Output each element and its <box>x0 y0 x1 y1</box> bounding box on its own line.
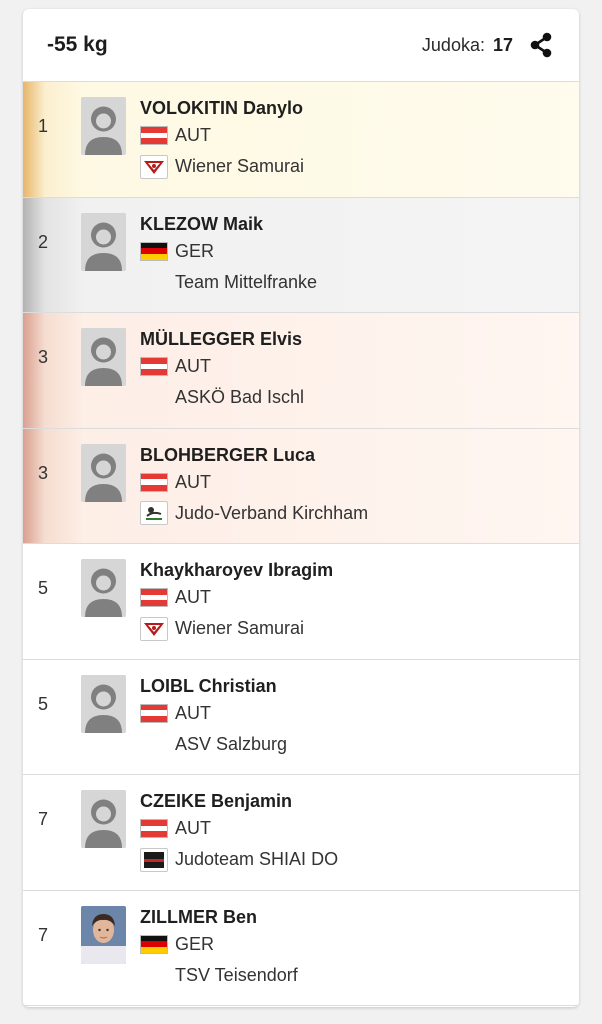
athlete-info: Khaykharoyev Ibragim AUT Wiener Samurai <box>140 558 333 644</box>
athlete-name[interactable]: LOIBL Christian <box>140 675 277 696</box>
athlete-info: MÜLLEGGER Elvis AUT ASKÖ Bad Ischl <box>140 327 304 413</box>
country-line: GER <box>140 929 298 960</box>
country-code: AUT <box>175 471 211 492</box>
athlete-avatar <box>81 790 126 848</box>
club-line: TSV Teisendorf <box>140 960 298 991</box>
rank: 1 <box>38 116 49 136</box>
athlete-avatar <box>81 559 126 617</box>
country-code: AUT <box>175 818 211 838</box>
club-name: ASKÖ Bad Ischl <box>175 387 305 407</box>
results-list: 1 VOLOKITIN Danylo AUT Wiener Samurai 2 KLEZO… <box>23 82 579 1006</box>
country-flag-icon <box>140 934 168 954</box>
country-line: AUT <box>140 698 287 729</box>
athlete-name[interactable]: MÜLLEGGER Elvis <box>140 329 303 349</box>
athlete-info: ZILLMER Ben GER TSV Teisendorf <box>140 905 298 991</box>
athlete-info: CZEIKE Benjamin AUT Judoteam SHIAI DO <box>140 789 338 875</box>
athlete-info: LOIBL Christian AUT ASV Salzburg <box>140 674 287 760</box>
result-row[interactable]: 5 LOIBL Christian AUT ASV Salzburg <box>23 659 579 775</box>
country-flag-icon <box>140 703 168 723</box>
country-code: AUT <box>175 356 211 376</box>
country-flag-icon <box>140 126 168 145</box>
athlete-avatar <box>81 443 126 502</box>
country-code: AUT <box>175 125 211 145</box>
rank: 5 <box>38 578 49 598</box>
weight-category-title: -55 kg <box>47 33 108 56</box>
rank: 5 <box>38 693 49 714</box>
result-row[interactable]: 7 CZEIKE Benjamin AUT Judoteam SHIAI DO <box>23 775 579 891</box>
result-row[interactable]: 2 KLEZOW Maik GER Team Mittelfranke <box>23 197 579 313</box>
country-flag-icon <box>140 819 168 838</box>
country-line: AUT <box>140 351 304 382</box>
judoka-count-value: 17 <box>492 34 513 55</box>
athlete-name[interactable]: ZILLMER Ben <box>140 906 257 927</box>
country-line: GER <box>140 236 317 267</box>
club-name: ASV Salzburg <box>175 733 288 754</box>
card-header: -55 kg Judoka: 17 <box>23 9 579 82</box>
athlete-name[interactable]: VOLOKITIN Danylo <box>140 98 304 118</box>
athlete-avatar <box>81 97 126 155</box>
athlete-avatar <box>81 674 126 733</box>
athlete-info: VOLOKITIN Danylo AUT Wiener Samurai <box>140 96 304 182</box>
athlete-avatar <box>81 212 126 271</box>
club-logo-icon <box>140 847 168 872</box>
club-line: Judoteam SHIAI DO <box>140 844 338 875</box>
club-name: Wiener Samurai <box>175 156 305 176</box>
country-flag-icon <box>140 241 168 261</box>
athlete-avatar <box>81 328 126 386</box>
country-flag-icon <box>140 472 168 492</box>
club-line: Wiener Samurai <box>140 613 333 644</box>
athlete-name[interactable]: BLOHBERGER Luca <box>140 444 316 465</box>
country-flag-icon <box>140 357 168 376</box>
result-row[interactable]: 3 MÜLLEGGER Elvis AUT ASKÖ Bad Ischl <box>23 313 579 429</box>
club-name: Team Mittelfranke <box>175 271 318 292</box>
country-code: AUT <box>175 702 211 723</box>
athlete-name[interactable]: Khaykharoyev Ibragim <box>140 560 334 580</box>
result-row[interactable]: 1 VOLOKITIN Danylo AUT Wiener Samurai <box>23 82 579 198</box>
judoka-count: Judoka: 17 <box>422 31 555 59</box>
club-line: ASV Salzburg <box>140 729 287 760</box>
country-line: AUT <box>140 813 338 844</box>
club-name: Judo-Verband Kirchham <box>175 502 369 523</box>
result-row[interactable]: 7 ZILLMER Ben GER TSV Teisendorf <box>23 890 579 1006</box>
club-name: TSV Teisendorf <box>175 964 298 985</box>
club-name: Wiener Samurai <box>175 618 305 638</box>
athlete-info: BLOHBERGER Luca AUT Judo-Verband Kirchham <box>140 443 368 529</box>
country-line: AUT <box>140 120 304 151</box>
rank: 3 <box>38 462 49 483</box>
athlete-info: KLEZOW Maik GER Team Mittelfranke <box>140 212 317 298</box>
athlete-avatar <box>81 905 126 964</box>
club-line: ASKÖ Bad Ischl <box>140 382 304 413</box>
club-logo-icon <box>140 501 168 525</box>
country-code: GER <box>175 933 215 954</box>
club-line: Wiener Samurai <box>140 151 304 182</box>
rank: 3 <box>38 347 49 367</box>
country-line: AUT <box>140 467 368 498</box>
country-code: AUT <box>175 587 211 607</box>
share-icon[interactable] <box>527 31 555 59</box>
country-code: GER <box>175 240 215 261</box>
rank: 7 <box>38 809 49 829</box>
judoka-count-label: Judoka: <box>421 34 485 55</box>
club-logo-icon <box>140 154 168 179</box>
result-row[interactable]: 5 Khaykharoyev Ibragim AUT Wiener Samurai <box>23 544 579 660</box>
athlete-name[interactable]: KLEZOW Maik <box>140 213 264 234</box>
result-row[interactable]: 3 BLOHBERGER Luca AUT Judo-Verband Kirchham <box>23 428 579 544</box>
club-logo-icon <box>140 616 168 641</box>
club-line: Judo-Verband Kirchham <box>140 498 368 529</box>
rank: 7 <box>38 924 49 945</box>
country-flag-icon <box>140 588 168 607</box>
rank: 2 <box>38 231 49 252</box>
results-card: -55 kg Judoka: 17 1 VOLOKITIN Danylo AUT Wi… <box>23 9 579 1007</box>
club-line: Team Mittelfranke <box>140 267 317 298</box>
club-name: Judoteam SHIAI DO <box>175 849 339 869</box>
athlete-name[interactable]: CZEIKE Benjamin <box>140 791 293 811</box>
country-line: AUT <box>140 582 333 613</box>
